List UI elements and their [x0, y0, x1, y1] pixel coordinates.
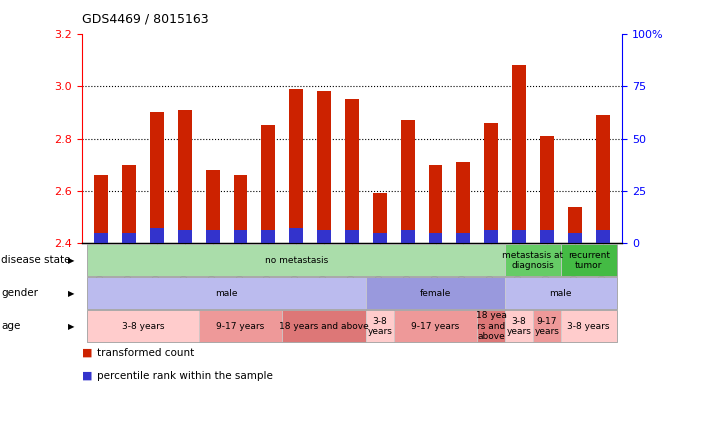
Bar	[289, 228, 303, 243]
Bar	[95, 175, 108, 243]
Bar	[401, 230, 415, 243]
Bar	[150, 113, 164, 243]
Text: 9-17 years: 9-17 years	[216, 322, 264, 331]
Bar	[596, 115, 609, 243]
Bar	[456, 162, 470, 243]
Bar	[205, 230, 220, 243]
Bar	[178, 230, 192, 243]
Text: ■: ■	[82, 348, 92, 358]
Bar	[234, 175, 247, 243]
Text: 9-17
years: 9-17 years	[535, 317, 560, 336]
Bar	[568, 233, 582, 243]
Bar	[512, 65, 526, 243]
Bar	[317, 91, 331, 243]
Bar	[568, 206, 582, 243]
Text: 3-8
years: 3-8 years	[507, 317, 532, 336]
Bar	[484, 123, 498, 243]
Text: 9-17 years: 9-17 years	[412, 322, 459, 331]
Bar	[205, 170, 220, 243]
Text: 3-8 years: 3-8 years	[567, 322, 610, 331]
Text: age: age	[1, 321, 21, 331]
Bar	[95, 233, 108, 243]
Bar	[540, 136, 554, 243]
Text: 3-8 years: 3-8 years	[122, 322, 164, 331]
Bar	[150, 228, 164, 243]
Text: female: female	[419, 289, 451, 298]
Text: ▶: ▶	[68, 322, 74, 331]
Text: recurrent
tumor: recurrent tumor	[567, 251, 610, 270]
Bar	[429, 165, 442, 243]
Bar	[317, 230, 331, 243]
Text: male: male	[550, 289, 572, 298]
Text: 18 years and above: 18 years and above	[279, 322, 369, 331]
Bar	[178, 110, 192, 243]
Text: disease state: disease state	[1, 255, 71, 265]
Bar	[262, 126, 275, 243]
Text: male: male	[215, 289, 238, 298]
Bar	[456, 233, 470, 243]
Text: no metastasis: no metastasis	[264, 256, 328, 265]
Bar	[122, 165, 136, 243]
Bar	[429, 233, 442, 243]
Bar	[345, 230, 359, 243]
Bar	[512, 230, 526, 243]
Bar	[484, 230, 498, 243]
Text: 3-8
years: 3-8 years	[368, 317, 392, 336]
Text: ▶: ▶	[68, 289, 74, 298]
Text: metastasis at
diagnosis: metastasis at diagnosis	[503, 251, 564, 270]
Bar	[234, 230, 247, 243]
Text: transformed count: transformed count	[97, 348, 195, 358]
Bar	[345, 99, 359, 243]
Bar	[596, 230, 609, 243]
Bar	[401, 120, 415, 243]
Bar	[373, 233, 387, 243]
Bar	[289, 89, 303, 243]
Bar	[540, 230, 554, 243]
Text: ▶: ▶	[68, 256, 74, 265]
Text: gender: gender	[1, 288, 38, 298]
Text: GDS4469 / 8015163: GDS4469 / 8015163	[82, 12, 208, 25]
Text: 18 yea
rs and
above: 18 yea rs and above	[476, 311, 507, 341]
Bar	[262, 230, 275, 243]
Bar	[373, 193, 387, 243]
Text: percentile rank within the sample: percentile rank within the sample	[97, 371, 273, 381]
Bar	[122, 233, 136, 243]
Text: ■: ■	[82, 371, 92, 381]
